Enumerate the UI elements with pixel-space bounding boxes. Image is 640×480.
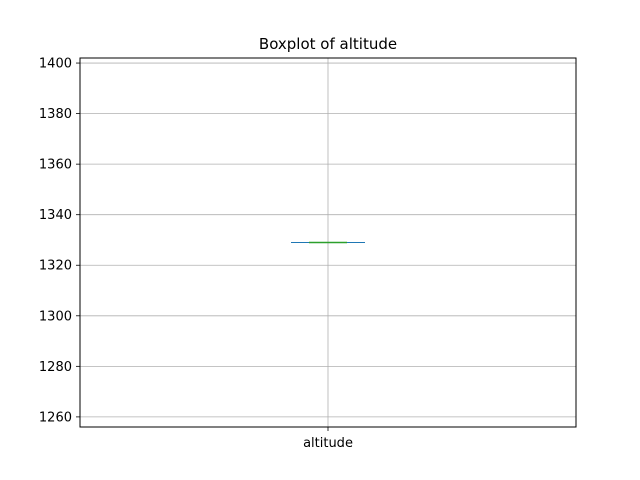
y-tick-label: 1280 (39, 360, 72, 375)
y-tick-label: 1360 (39, 158, 72, 173)
y-tick-label: 1320 (39, 259, 72, 274)
y-tick-label: 1380 (39, 107, 72, 122)
x-tick-label: altitude (303, 436, 353, 451)
y-tick-label: 1340 (39, 208, 72, 223)
y-tick-label: 1300 (39, 309, 72, 324)
x-axis-ticks: altitude (303, 427, 353, 451)
chart-title: Boxplot of altitude (259, 35, 397, 53)
y-tick-label: 1260 (39, 410, 72, 425)
y-tick-label: 1400 (39, 57, 72, 72)
y-axis-ticks: 1260 1280 1300 1320 1340 1360 1380 1400 (39, 57, 80, 425)
